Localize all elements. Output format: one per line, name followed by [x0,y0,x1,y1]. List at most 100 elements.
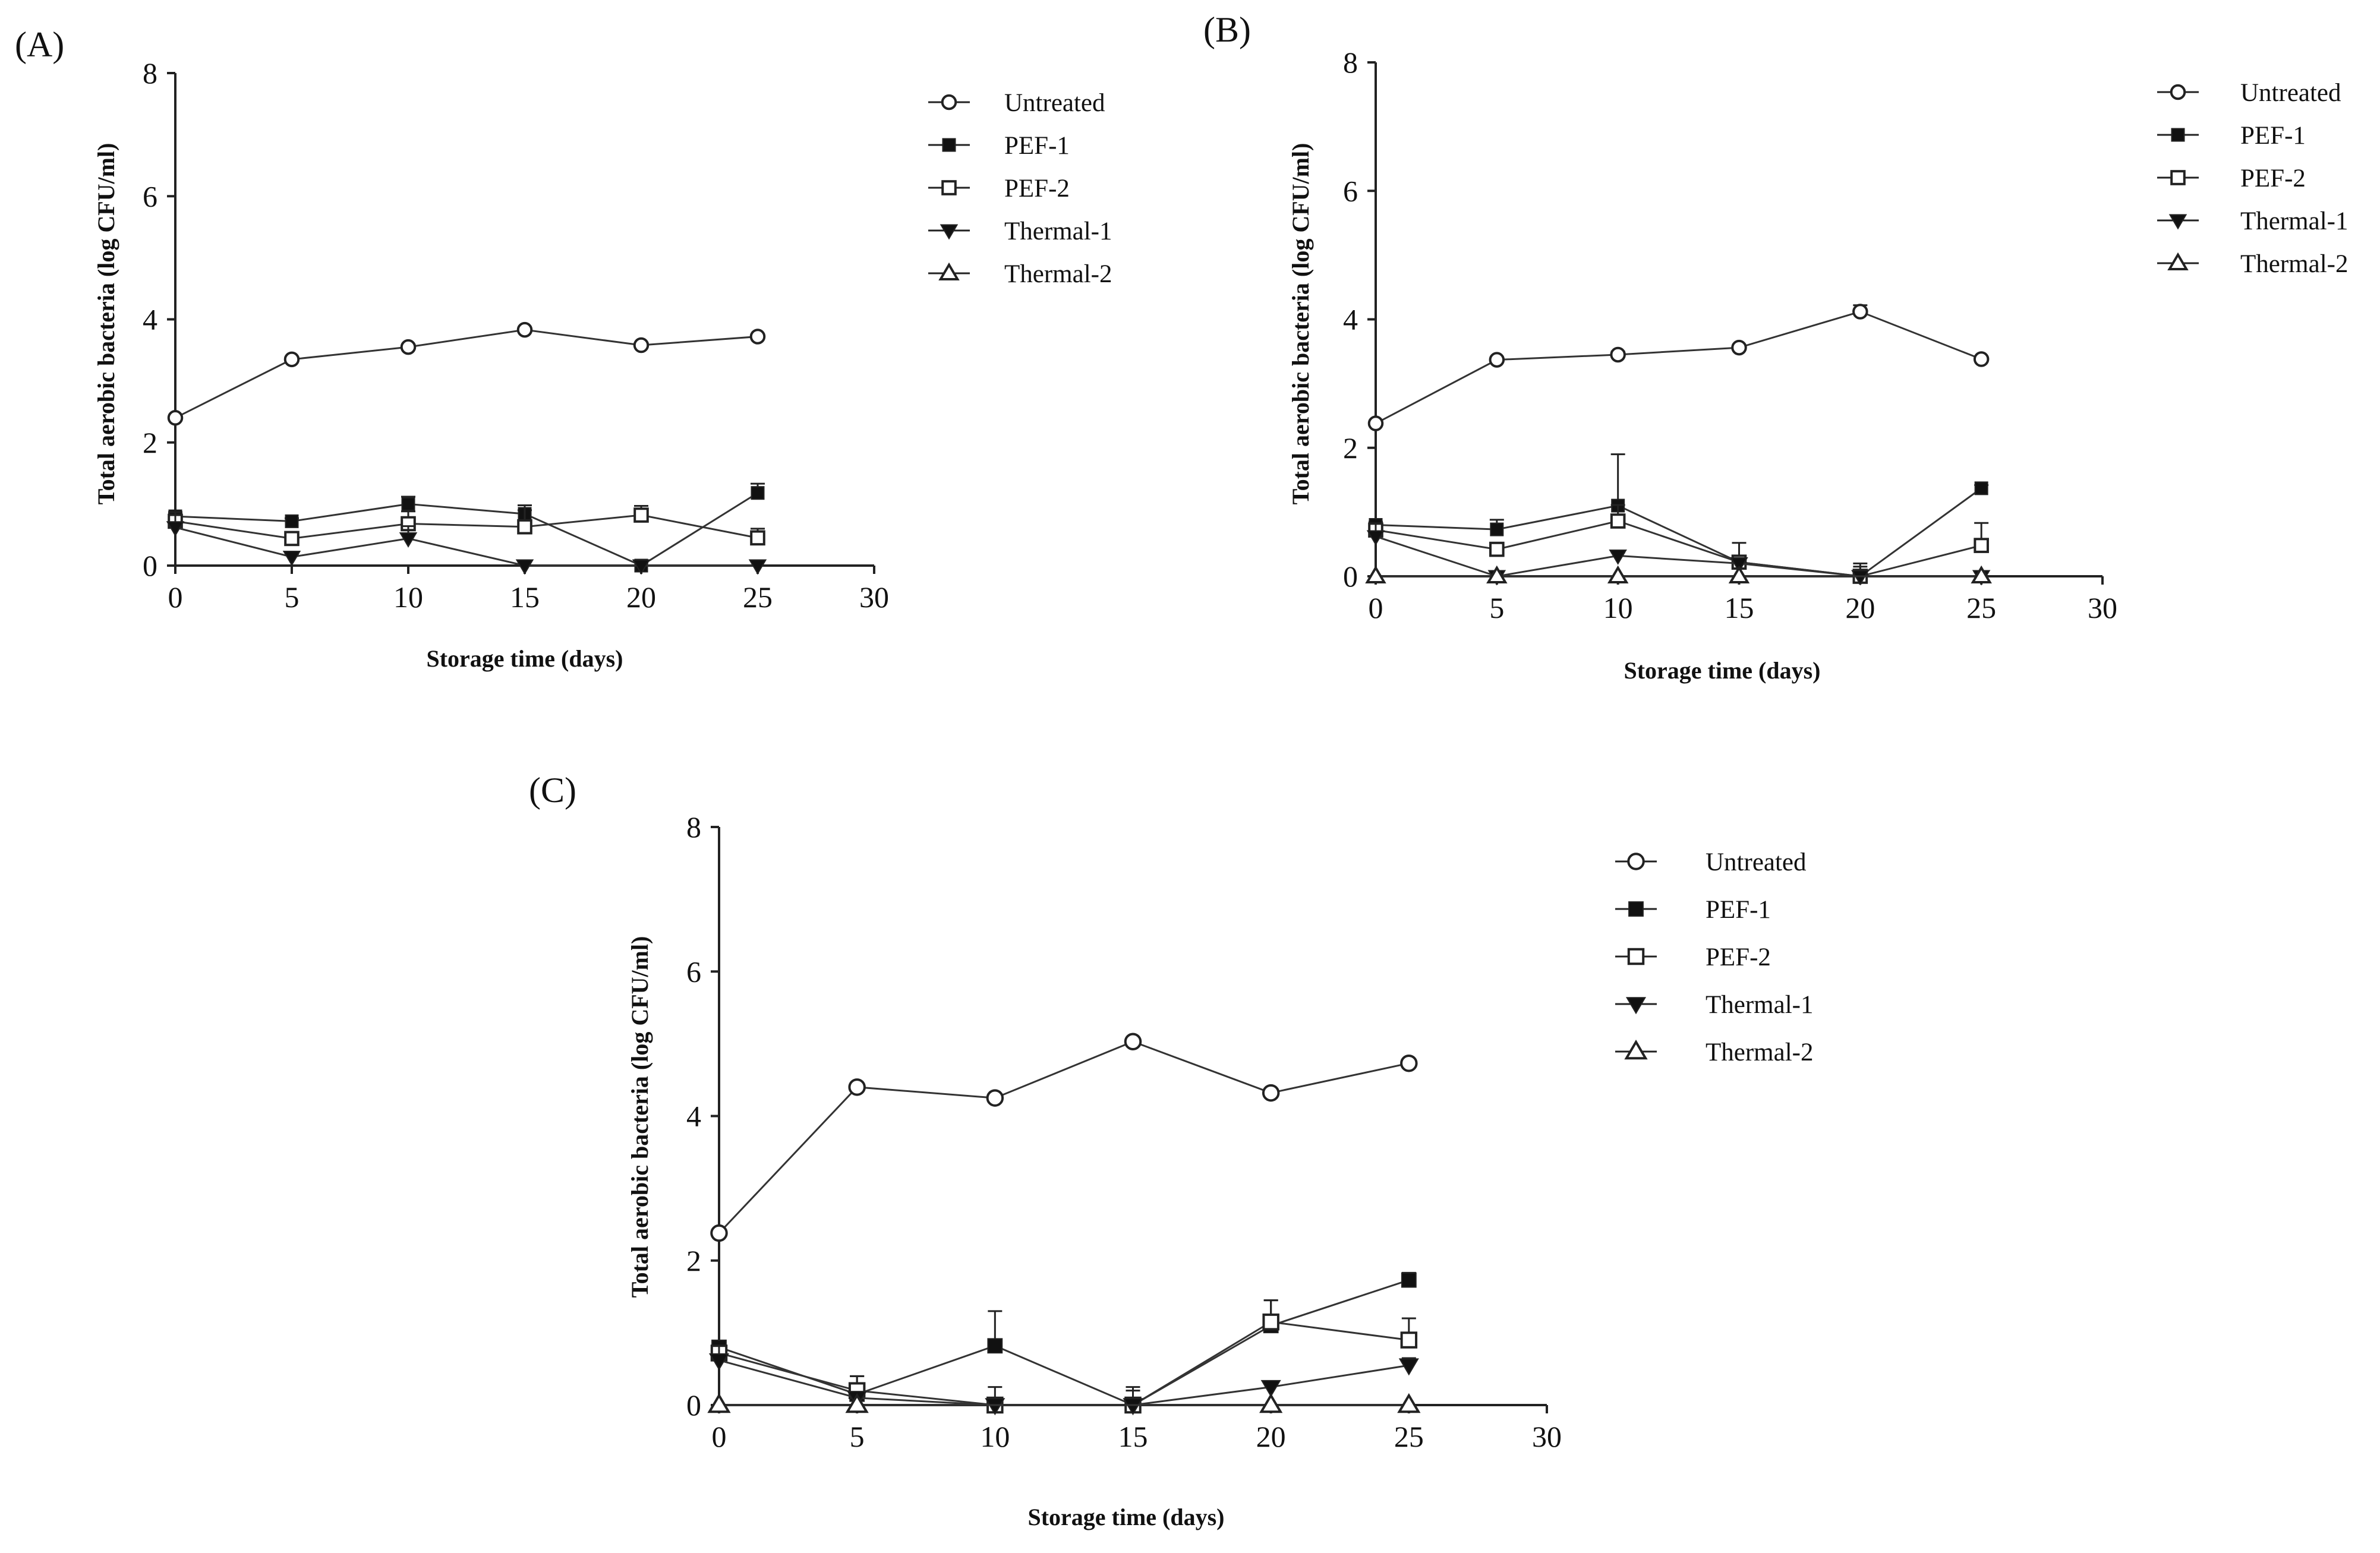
legend-a-untreated-swatch [928,94,970,111]
panel-c-legend: Untreated PEF-1 PEF-2 Thermal-1 Thermal-… [1615,848,1813,1066]
panel-a-pef2-point [284,531,300,547]
legend-b-untreated-label: Untreated [2240,79,2341,107]
panel-b-y-tick-label: 0 [1343,560,1358,593]
panel-b-thermal2-point [1607,565,1629,583]
panel-b-untreated-point [1731,339,1747,356]
panel-c-y-tick-label: 8 [686,810,701,844]
legend-c-thermal1-marker [1625,997,1647,1015]
panel-c-thermal1-point [1260,1380,1281,1397]
panel-c-untreated-line [718,1040,1410,1234]
panel-a-x-tick-label: 0 [168,580,183,614]
panel-c-thermal2-point [1397,1393,1421,1413]
legend-a-thermal2-swatch [928,262,970,280]
panel-a-pef2-point [750,530,765,546]
panel-a-untreated-point [516,321,533,338]
legend-c-untreated-swatch [1615,853,1657,870]
legend-b-thermal2-swatch [2157,252,2199,270]
panel-a-legend: Untreated PEF-1 PEF-2 Thermal-1 Thermal-… [928,89,1112,288]
panel-c-untreated-point [1124,1033,1142,1050]
legend-b-pef1-label: PEF-1 [2240,122,2306,150]
panel-c-thermal1-point [1398,1358,1419,1376]
legend-b-pef2-marker [2170,170,2186,185]
panel-c: (C) Total aerobic bacteria (log CFU/ml) … [529,771,1813,1530]
panel-b: (B) Total aerobic bacteria (log CFU/ml) … [1203,10,2348,684]
panel-b-x-tick-label: 20 [1845,591,1875,624]
panel-c-pef1-point [987,1338,1003,1354]
panel-c-thermal1-point [985,1398,1005,1416]
panel-a-thermal1-point [748,559,767,575]
panel-a-untreated-point [749,329,766,345]
panel-a-x-tick-label: 30 [859,580,889,614]
panel-b-pef2-point [1489,541,1505,557]
legend-a-thermal1-label: Thermal-1 [1004,217,1112,245]
panel-a-thermal1-point [515,559,534,575]
panel-b-pef1-line [1375,487,1982,577]
legend-b-pef2-label: PEF-2 [2240,165,2306,192]
panel-a-x-tick-label: 20 [626,580,656,614]
panel-b-label: (B) [1203,10,1251,49]
panel-c-thermal2-point [707,1393,731,1413]
legend-c-untreated-label: Untreated [1706,848,1807,876]
panel-b-x-tick-label: 5 [1489,591,1504,624]
legend-b-thermal1-label: Thermal-1 [2240,207,2348,235]
legend-c-thermal2-marker [1624,1039,1648,1060]
legend-b-pef1-swatch [2157,128,2199,142]
panel-c-label: (C) [529,771,576,810]
panel-b-thermal2-point [1971,565,1992,583]
legend-c-thermal2-label: Thermal-2 [1706,1039,1813,1066]
panel-b-thermal1-point [1609,549,1627,565]
legend-c-pef2-label: PEF-2 [1706,943,1771,971]
panel-c-pef2-point [1262,1313,1279,1331]
panel-b-pef2-point [1974,538,1989,553]
legend-a-pef2-marker [941,180,957,195]
panel-c-y-tick-label: 4 [686,1100,701,1133]
panel-a-y-tick-label: 8 [143,56,157,90]
panel-c-pef2-point [1400,1331,1418,1349]
panel-c-x-tick-label: 30 [1532,1420,1562,1453]
panel-c-y-tick-label: 6 [686,955,701,988]
legend-c-pef1-swatch [1615,901,1657,917]
legend-b-untreated-swatch [2157,84,2199,100]
panel-a-plot-area: 0 5 10 15 20 25 30 0 2 4 6 8 [143,56,889,614]
panel-b-x-tick-label: 15 [1725,591,1754,624]
panel-a-thermal1-point [166,521,185,537]
panel-c-x-tick-label: 25 [1394,1420,1424,1453]
panel-c-y-tick-label: 2 [686,1244,701,1277]
panel-b-legend: Untreated PEF-1 PEF-2 Thermal-1 Thermal-… [2157,79,2348,278]
panel-c-plot-area: 0 5 10 15 20 25 30 0 2 4 6 8 [686,810,1562,1453]
legend-a-thermal2-label: Thermal-2 [1004,260,1112,288]
panel-b-pef1-point [1974,481,1988,495]
panel-a-x-tick-label: 10 [393,580,423,614]
panel-c-y-axis-title: Total aerobic bacteria (log CFU/ml) [626,936,653,1298]
legend-c-pef2-swatch [1615,948,1657,965]
legend-a-pef2-label: PEF-2 [1004,175,1070,203]
panel-b-thermal2-point [1486,565,1508,583]
legend-c-untreated-marker [1627,853,1645,870]
panel-a-pef1-point [285,514,299,528]
panel-c-x-axis-title: Storage time (days) [1027,1504,1224,1530]
panel-b-x-tick-label: 25 [1966,591,1996,624]
legend-c-pef1-label: PEF-1 [1706,896,1771,924]
legend-a-pef1-marker [942,138,956,152]
legend-a-pef1-label: PEF-1 [1004,132,1070,160]
panel-c-pef1-line [718,1279,1410,1406]
legend-b-thermal1-marker [2168,214,2187,230]
panel-b-thermal1-point [1851,570,1870,586]
panel-a-pef1-line [175,492,758,567]
panel-b-x-axis-title: Storage time (days) [1624,657,1820,684]
panel-c-x-tick-label: 10 [980,1420,1010,1453]
panel-c-y-tick-label: 0 [686,1388,701,1422]
legend-a-thermal1-marker [940,224,959,240]
panel-a-thermal1-line [175,526,758,567]
panel-b-untreated-line [1375,310,1982,424]
legend-a-pef2-swatch [928,180,970,195]
panel-b-x-tick-label: 10 [1603,591,1633,624]
panel-b-untreated-point [1973,351,1990,367]
panel-a-x-tick-label: 15 [510,580,540,614]
panel-a: (A) Total aerobic bacteria (log CFU/ml) … [15,25,1112,672]
panel-a-y-tick-label: 0 [143,549,157,582]
panel-c-x-tick-label: 20 [1256,1420,1286,1453]
panel-b-pef2-line [1375,520,1982,577]
panel-c-x-tick-label: 5 [850,1420,865,1453]
panel-a-untreated-line [175,329,758,419]
